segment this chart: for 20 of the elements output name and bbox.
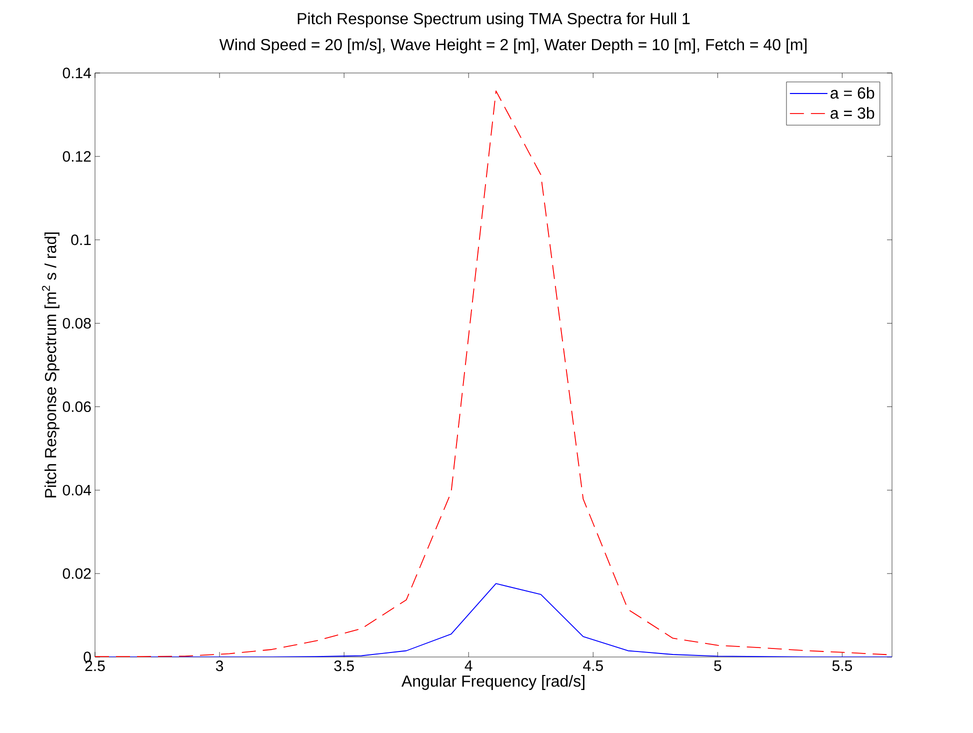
legend-label: a = 6b — [830, 86, 874, 99]
y-tick-label: 0.08 — [62, 318, 91, 329]
chart-subtitle: Wind Speed = 20 [m/s], Wave Height = 2 [m], Water Depth = 10 [m], Fetch = 40 [m] — [219, 38, 807, 54]
y-tick-label: 0.1 — [71, 234, 91, 246]
x-tick-label: 3.5 — [334, 660, 354, 672]
y-tick-label: 0.04 — [62, 484, 92, 496]
y-tick-label: 0.14 — [62, 68, 92, 78]
x-tick-label: 4.5 — [583, 660, 603, 671]
chart-title: Pitch Response Spectrum using TMA Spectra for Hull 1 — [298, 12, 690, 28]
legend-label: a = 3b — [830, 107, 874, 119]
x-tick-label: 5.5 — [832, 660, 852, 671]
y-axis-title: Pitch Response Spectrum [m$^{2}$ s / rad] — [42, 232, 60, 498]
x-axis-title: Angular Frequency [rad/s] — [401, 675, 584, 690]
x-tick-label: 2.5 — [85, 660, 105, 672]
y-tick-label: 0.12 — [62, 151, 91, 162]
x-tick-label: 3 — [216, 660, 224, 672]
y-tick-label: 0.02 — [62, 568, 91, 579]
x-tick-label: 5 — [714, 660, 722, 671]
x-tick-label: 4 — [464, 660, 472, 671]
y-tick-label: 0.06 — [62, 401, 91, 412]
